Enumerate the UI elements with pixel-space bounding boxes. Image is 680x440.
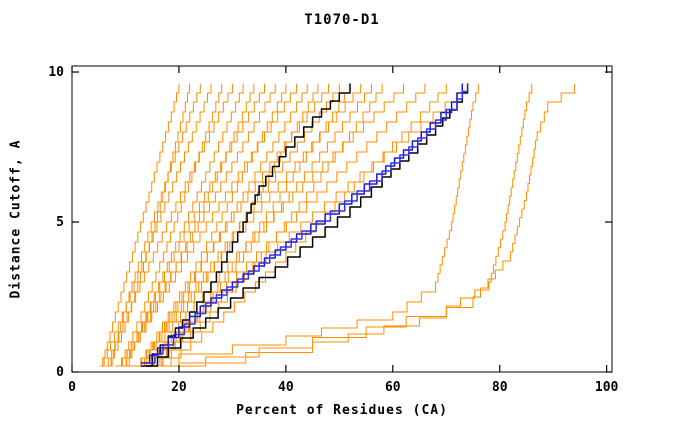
x-tick-label: 60 [385,380,401,395]
series-line-model-03 [110,83,201,367]
series-line-model-21 [149,83,404,367]
x-tick-label: 40 [278,380,294,395]
series-line-model-12 [122,83,298,367]
series-line-selected-model-1 [140,83,464,364]
y-tick-label: 5 [56,215,64,230]
series-line-model-14 [133,83,319,367]
series-line-reference-trace-1 [140,83,351,367]
series-line-model-23 [160,83,447,367]
series-line-model-15 [142,83,330,367]
x-tick-label: 100 [595,380,619,395]
series-line-model-02 [107,83,191,367]
series-line-model-06 [105,83,233,367]
y-tick-label: 10 [48,65,64,80]
series-line-model-10 [117,83,276,367]
series-line-model-04 [100,83,212,367]
plot-border [71,65,613,373]
x-tick-label: 0 [68,380,76,395]
y-tick-label: 0 [56,365,64,380]
series-line-model-18 [138,83,362,367]
series-line-model-outlier-1 [125,83,479,367]
x-tick-label: 80 [492,380,508,395]
series-line-model-outlier-3 [178,83,576,364]
chart-title: T1070-D1 [304,12,380,28]
series-line-model-11 [135,83,287,367]
x-tick-label: 20 [171,380,187,395]
series-line-model-05 [117,83,223,367]
series-line-model-22 [141,83,426,367]
series-line-model-outlier-2 [151,83,533,367]
series-line-model-01 [99,83,180,367]
series-line-selected-model-2 [146,83,469,364]
x-axis-label: Percent of Residues (CA) [236,403,448,418]
